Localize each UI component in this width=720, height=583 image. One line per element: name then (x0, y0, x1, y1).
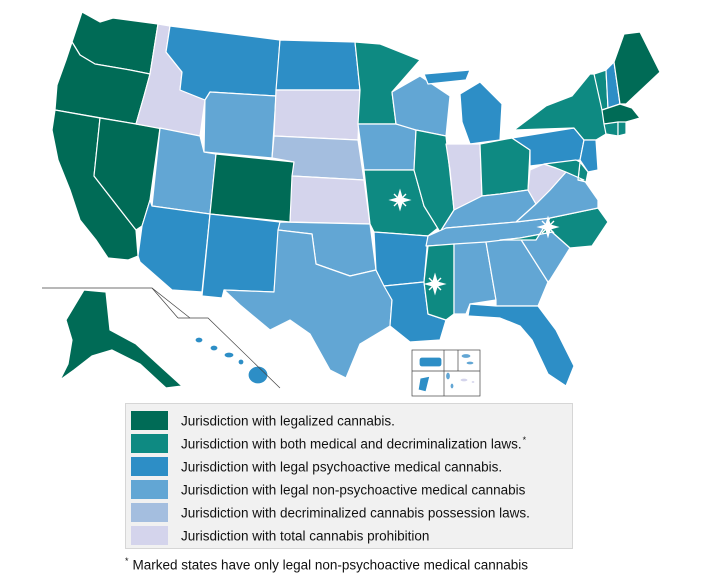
state-connecticut (603, 121, 619, 137)
territory-northern-mariana-islands (444, 371, 455, 390)
state-rhode-island (617, 121, 627, 137)
territory-guam (417, 375, 431, 393)
state-hawaii (194, 336, 269, 385)
legend-label: Jurisdiction with decriminalized cannabi… (181, 505, 530, 521)
state-maine (613, 31, 661, 105)
state-south-dakota (273, 89, 361, 141)
state-ohio (479, 137, 531, 197)
territory-american-samoa (459, 377, 476, 385)
legend-label: Jurisdiction with legal non-psychoactive… (181, 482, 526, 498)
state-new-mexico (201, 213, 281, 299)
state-colorado (209, 153, 295, 223)
legend-label: Jurisdiction with both medical and decri… (181, 434, 527, 452)
legend-item-psychoactive-medical: Jurisdiction with legal psychoactive med… (131, 455, 572, 477)
legend-swatch (131, 456, 168, 476)
state-north-dakota (275, 39, 361, 91)
state-wyoming (203, 91, 277, 159)
legend-swatch (131, 410, 168, 430)
footnote-text: Marked states have only legal non-psycho… (132, 557, 528, 573)
star-marker-icon (423, 272, 447, 296)
legend-swatch (131, 502, 168, 522)
legend-swatch (131, 525, 168, 545)
legend: Jurisdiction with legalized cannabis. Ju… (125, 403, 573, 549)
legend-swatch (131, 433, 168, 453)
state-arizona (137, 199, 211, 293)
star-marker-icon (536, 215, 560, 239)
marker-layer (388, 188, 560, 296)
legend-item-decriminalized: Jurisdiction with decriminalized cannabi… (131, 501, 572, 523)
inset-frame-lines (42, 287, 481, 397)
footnote: * Marked states have only legal non-psych… (125, 556, 528, 573)
legend-label: Jurisdiction with total cannabis prohibi… (181, 528, 430, 544)
legend-label: Jurisdiction with legal psychoactive med… (181, 459, 503, 475)
us-map (42, 11, 661, 397)
territory-virgin-islands (460, 352, 475, 366)
state-montana (165, 25, 281, 101)
footnote-mark: * (125, 556, 129, 566)
territory-puerto-rico (418, 356, 443, 368)
legend-item-legalized: Jurisdiction with legalized cannabis. (131, 409, 572, 431)
state-iowa (357, 123, 417, 171)
legend-item-prohibition: Jurisdiction with total cannabis prohibi… (131, 524, 572, 546)
legend-item-medical-decrim: Jurisdiction with both medical and decri… (131, 432, 572, 454)
legend-swatch (131, 479, 168, 499)
state-florida (467, 303, 575, 387)
state-new-jersey (579, 139, 599, 173)
state-kansas (289, 175, 371, 225)
star-marker-icon (388, 188, 412, 212)
legend-label: Jurisdiction with legalized cannabis. (181, 413, 395, 429)
state-arkansas (373, 231, 429, 287)
state-maryland (543, 159, 585, 181)
state-texas (223, 229, 393, 379)
legend-item-non-psychoactive-medical: Jurisdiction with legal non-psychoactive… (131, 478, 572, 500)
state-alaska (59, 289, 183, 389)
